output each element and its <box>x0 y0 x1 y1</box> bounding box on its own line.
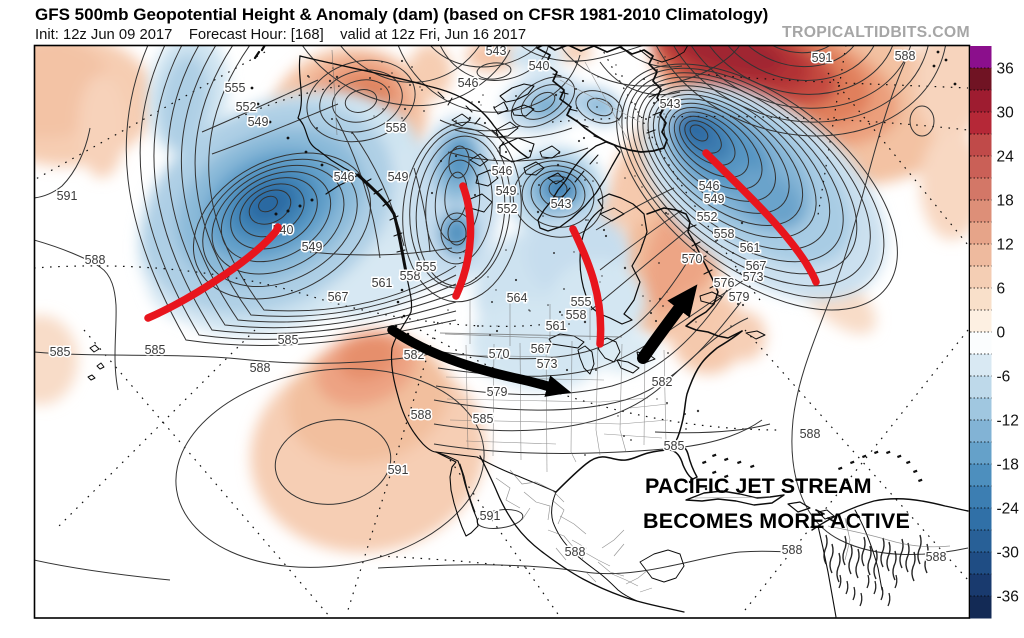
svg-text:588: 588 <box>565 545 586 559</box>
svg-text:-30: -30 <box>997 545 1020 562</box>
svg-text:-36: -36 <box>997 589 1019 606</box>
svg-text:567: 567 <box>746 259 767 273</box>
svg-text:588: 588 <box>782 543 803 557</box>
svg-text:552: 552 <box>497 202 518 216</box>
svg-text:588: 588 <box>895 49 916 63</box>
svg-text:588: 588 <box>800 427 821 441</box>
svg-text:PACIFIC JET STREAM: PACIFIC JET STREAM <box>645 474 872 498</box>
svg-text:582: 582 <box>652 375 673 389</box>
svg-text:546: 546 <box>492 164 513 178</box>
svg-text:573: 573 <box>743 270 764 284</box>
svg-text:-6: -6 <box>997 369 1011 386</box>
svg-text:BECOMES MORE ACTIVE: BECOMES MORE ACTIVE <box>643 509 910 533</box>
svg-text:576: 576 <box>714 276 735 290</box>
svg-text:18: 18 <box>997 193 1014 210</box>
svg-text:561: 561 <box>372 276 393 290</box>
svg-text:567: 567 <box>531 342 552 356</box>
svg-text:570: 570 <box>489 347 510 361</box>
svg-text:570: 570 <box>682 252 703 266</box>
svg-text:567: 567 <box>328 290 349 304</box>
svg-text:543: 543 <box>660 97 681 111</box>
svg-text:591: 591 <box>812 51 833 65</box>
svg-text:546: 546 <box>699 179 720 193</box>
svg-text:543: 543 <box>551 197 572 211</box>
svg-text:549: 549 <box>704 192 725 206</box>
svg-text:585: 585 <box>145 343 166 357</box>
svg-text:558: 558 <box>400 269 421 283</box>
svg-text:30: 30 <box>997 105 1015 122</box>
svg-text:549: 549 <box>302 240 323 254</box>
svg-text:24: 24 <box>997 149 1015 166</box>
svg-text:585: 585 <box>50 345 71 359</box>
svg-text:579: 579 <box>487 385 508 399</box>
svg-text:552: 552 <box>697 210 718 224</box>
svg-text:540: 540 <box>529 59 550 73</box>
svg-text:591: 591 <box>480 509 501 523</box>
svg-text:543: 543 <box>486 44 507 58</box>
svg-text:TROPICALTIDBITS.COM: TROPICALTIDBITS.COM <box>782 24 970 41</box>
svg-text:588: 588 <box>250 361 271 375</box>
svg-text:549: 549 <box>248 115 269 129</box>
svg-text:579: 579 <box>729 290 750 304</box>
svg-text:555: 555 <box>571 295 592 309</box>
svg-text:6: 6 <box>997 281 1006 298</box>
svg-text:36: 36 <box>997 61 1014 78</box>
svg-text:561: 561 <box>546 319 567 333</box>
svg-text:-24: -24 <box>997 501 1020 518</box>
svg-text:558: 558 <box>386 121 407 135</box>
svg-text:588: 588 <box>411 408 432 422</box>
svg-text:GFS 500mb Geopotential Height: GFS 500mb Geopotential Height & Anomaly … <box>35 5 768 24</box>
svg-text:0: 0 <box>997 325 1006 342</box>
svg-text:552: 552 <box>236 100 257 114</box>
svg-text:549: 549 <box>496 184 517 198</box>
svg-text:555: 555 <box>225 81 246 95</box>
svg-text:591: 591 <box>388 463 409 477</box>
svg-text:561: 561 <box>740 241 761 255</box>
svg-text:-12: -12 <box>997 413 1019 430</box>
svg-text:Init: 12z Jun 09 2017 Forec: Init: 12z Jun 09 2017 Forecast Hour: [16… <box>35 27 526 43</box>
svg-text:12: 12 <box>997 237 1014 254</box>
svg-text:546: 546 <box>458 76 479 90</box>
svg-text:558: 558 <box>714 227 735 241</box>
svg-text:558: 558 <box>566 308 587 322</box>
svg-text:564: 564 <box>507 291 528 305</box>
svg-text:591: 591 <box>57 189 78 203</box>
svg-text:-18: -18 <box>997 457 1019 474</box>
svg-text:588: 588 <box>926 550 947 564</box>
svg-text:555: 555 <box>416 260 437 274</box>
svg-text:588: 588 <box>85 253 106 267</box>
svg-text:585: 585 <box>664 439 685 453</box>
svg-text:549: 549 <box>388 170 409 184</box>
svg-text:573: 573 <box>537 357 558 371</box>
svg-text:585: 585 <box>473 412 494 426</box>
svg-text:546: 546 <box>334 170 355 184</box>
svg-text:585: 585 <box>278 333 299 347</box>
